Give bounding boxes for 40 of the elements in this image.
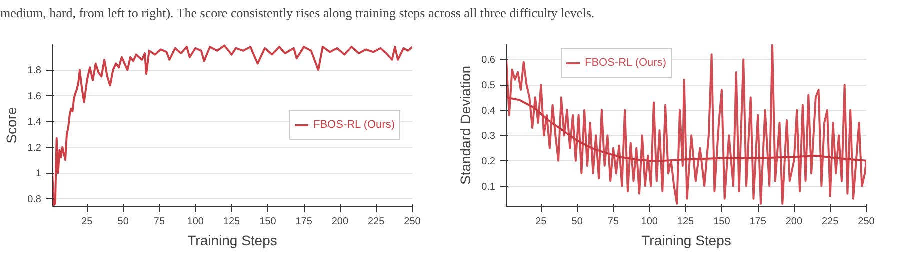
x-tick-label: 225 [822,216,840,228]
x-tick-label: 50 [572,216,584,228]
x-tick-label: 150 [260,216,277,228]
x-tick-label: 75 [154,216,166,228]
x-tick-label: 250 [858,216,876,228]
legend-label: FBOS-RL (Ours) [314,119,395,131]
text: medium, hard, from left to right). The score consistently rises along training steps across all three difficulty levels. [0,6,595,21]
y-tick-label: 0.6 [482,55,496,66]
x-tick-label: 175 [750,216,767,228]
y-axis-title: Score [4,107,20,144]
y-tick-label: 0.1 [482,182,496,193]
y-tick-label: 0.2 [482,156,496,168]
y-tick-label: 1 [36,168,42,180]
y-tick-label: 1.6 [28,91,42,102]
y-axis-title: Standard Deviation [458,66,474,186]
x-tick-label: 125 [677,216,695,228]
x-tick-label: 50 [118,216,130,228]
x-tick-label: 200 [786,216,803,228]
x-tick-label: 175 [296,216,313,228]
y-tick-label: 0.8 [28,194,42,206]
legend-label: FBOS-RL (Ours) [585,57,666,69]
y-tick-label: 1.4 [28,117,42,128]
x-tick-label: 25 [82,216,94,228]
x-tick-label: 75 [608,216,620,228]
x-tick-label: 125 [223,216,241,228]
x-tick-label: 100 [641,216,658,228]
x-tick-label: 250 [404,216,422,228]
y-tick-label: 1.8 [28,66,42,77]
x-tick-label: 25 [536,216,548,228]
y-tick-label: 0.5 [482,80,496,92]
y-tick-label: 0.4 [482,106,496,117]
x-axis-title: Training Steps [188,232,278,248]
line-series [506,96,866,162]
x-tick-label: 200 [332,216,349,228]
y-tick-label: 1.2 [28,142,42,154]
x-tick-label: 150 [714,216,731,228]
x-tick-label: 100 [187,216,204,228]
x-axis-title: Training Steps [642,232,732,248]
y-tick-label: 0.3 [482,131,496,142]
x-tick-label: 225 [368,216,386,228]
